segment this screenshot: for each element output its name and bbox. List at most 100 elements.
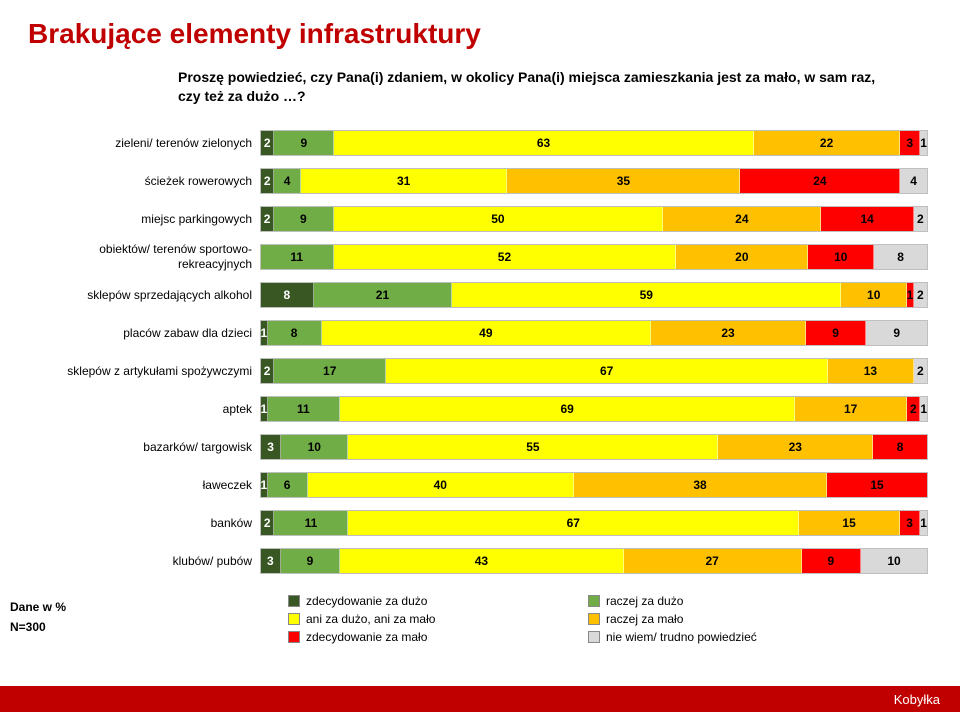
bar-segment: 2 [261,207,274,231]
legend-item: raczej za mało [588,612,828,626]
bar-segment: 8 [873,435,927,459]
legend-row: ani za dużo, ani za mało raczej za mało [288,612,932,626]
bar-segment: 10 [861,549,927,573]
bar-segment: 52 [334,245,677,269]
bar-segment: 9 [866,321,927,345]
row-label: miejsc parkingowych [28,212,260,226]
bar: 115220108 [260,244,928,270]
bar-segment: 3 [900,131,920,155]
bar-segment: 1 [920,131,927,155]
legend-label: raczej za dużo [606,594,683,608]
bar-segment: 9 [281,549,340,573]
bar-segment: 10 [281,435,348,459]
bar-segment: 2 [261,131,274,155]
legend-label: zdecydowanie za mało [306,630,427,644]
bar: 295024142 [260,206,928,232]
bar-segment: 3 [900,511,920,535]
bar-segment: 8 [261,283,314,307]
legend-item: nie wiem/ trudno powiedzieć [588,630,828,644]
bar-segment: 11 [268,397,341,421]
chart-row: obiektów/ terenów sportowo- rekreacyjnyc… [28,242,928,272]
bottom-bar: Kobyłka [0,686,960,712]
legend-item: zdecydowanie za mało [288,630,528,644]
row-label: klubów/ pubów [28,554,260,568]
bar-segment: 1 [920,511,927,535]
bar-segment: 59 [452,283,841,307]
bar-segment: 15 [799,511,900,535]
bar-segment: 4 [900,169,927,193]
bar-segment: 2 [261,511,274,535]
bar-segment: 3 [261,435,281,459]
bar-segment: 2 [914,359,927,383]
bar-segment: 24 [740,169,900,193]
bar-segment: 23 [718,435,873,459]
footer-n: N=300 [10,620,66,634]
legend-row: zdecydowanie za mało nie wiem/ trudno pow… [288,630,932,644]
chart-row: miejsc parkingowych295024142 [28,204,928,234]
bar-segment: 10 [841,283,907,307]
legend-swatch [588,613,600,625]
legend-label: nie wiem/ trudno powiedzieć [606,630,757,644]
bar-segment: 2 [261,359,274,383]
legend-label: zdecydowanie za dużo [306,594,427,608]
bar-segment: 17 [795,397,907,421]
chart-row: bazarków/ targowisk31055238 [28,432,928,462]
row-label: bazarków/ targowisk [28,440,260,454]
bar-segment: 3 [261,549,281,573]
bar-segment: 22 [754,131,901,155]
bar-segment: 15 [827,473,927,497]
bar: 16403815 [260,472,928,498]
footer-meta: Dane w % N=300 [10,594,66,634]
bar: 821591012 [260,282,928,308]
bar-segment: 63 [334,131,754,155]
row-label: sklepów sprzedających alkohol [28,288,260,302]
bar-segment: 1 [907,283,914,307]
bar-segment: 24 [663,207,821,231]
footer-dane: Dane w % [10,600,66,614]
subtitle: Proszę powiedzieć, czy Pana(i) zdaniem, … [178,68,898,106]
bar-segment: 69 [340,397,795,421]
row-label: banków [28,516,260,530]
row-label: aptek [28,402,260,416]
bar-segment: 49 [322,321,652,345]
bar-segment: 2 [907,397,920,421]
bar-segment: 20 [676,245,808,269]
legend-swatch [588,595,600,607]
chart-row: ławeczek16403815 [28,470,928,500]
bar-segment: 38 [574,473,827,497]
legend-swatch [588,631,600,643]
bar-segment: 1 [261,397,268,421]
row-label: ławeczek [28,478,260,492]
bar-segment: 1 [261,321,268,345]
bar-segment: 2 [261,169,274,193]
bar: 31055238 [260,434,928,460]
bar-segment: 40 [308,473,574,497]
brand-label: Kobyłka [894,692,940,707]
bar-segment: 1 [261,473,268,497]
bar: 394327910 [260,548,928,574]
chart-row: zieleni/ terenów zielonych29632231 [28,128,928,158]
chart-row: aptek111691721 [28,394,928,424]
bar-segment: 1 [920,397,927,421]
page-title: Brakujące elementy infrastruktury [28,18,932,50]
legend-item: ani za dużo, ani za mało [288,612,528,626]
bar-segment: 43 [340,549,624,573]
bar-segment: 14 [821,207,913,231]
chart: zieleni/ terenów zielonych29632231ścieże… [28,128,928,576]
bar: 21767132 [260,358,928,384]
bar: 211671531 [260,510,928,536]
legend-item: zdecydowanie za dużo [288,594,528,608]
row-label: zieleni/ terenów zielonych [28,136,260,150]
bar-segment: 9 [802,549,861,573]
legend-swatch [288,595,300,607]
bar-segment: 17 [274,359,386,383]
bar-segment: 67 [386,359,828,383]
chart-row: ścieżek rowerowych243135244 [28,166,928,196]
legend-swatch [288,613,300,625]
row-label: sklepów z artykułami spożywczymi [28,364,260,378]
bar-segment: 31 [301,169,507,193]
legend: zdecydowanie za dużo raczej za dużo ani za… [288,594,932,644]
row-label: obiektów/ terenów sportowo- rekreacyjnyc… [28,242,260,271]
bar-segment: 9 [274,131,334,155]
row-label: placów zabaw dla dzieci [28,326,260,340]
